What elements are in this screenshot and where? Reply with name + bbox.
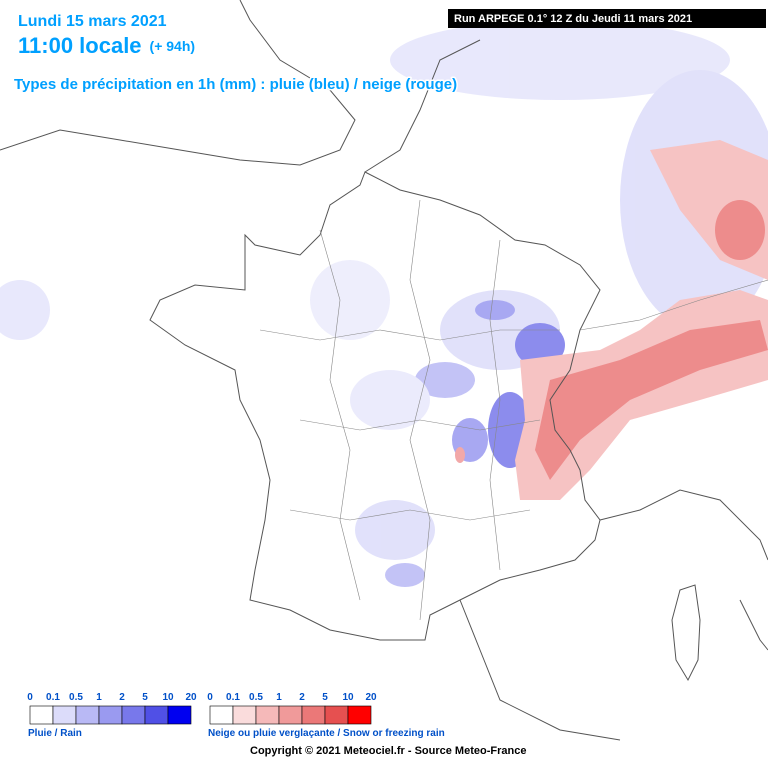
legend-tick: 0: [27, 692, 33, 703]
legend-swatch: [278, 705, 303, 725]
legend-swatch: [209, 705, 234, 725]
legend-swatch: [29, 705, 54, 725]
legend-swatch: [98, 705, 123, 725]
legend-tick: 20: [185, 692, 197, 703]
legend-tick: 2: [299, 692, 305, 703]
legend-tick: 20: [365, 692, 377, 703]
legend-tick: 1: [96, 692, 102, 703]
legend-swatch: [255, 705, 280, 725]
legend-swatch: [52, 705, 77, 725]
legend-tick: 2: [119, 692, 125, 703]
legend-tick: 10: [162, 692, 174, 703]
legend-swatch: [121, 705, 146, 725]
legend-tick: 5: [322, 692, 328, 703]
legend-tick: 1: [276, 692, 282, 703]
legend-tick: 10: [342, 692, 354, 703]
legend-swatch: [167, 705, 192, 725]
legend-swatch: [347, 705, 372, 725]
run-info: Run ARPEGE 0.1° 12 Z du Jeudi 11 mars 20…: [454, 13, 692, 25]
borders: [259, 199, 768, 621]
precipitation: [0, 20, 768, 587]
legend-title: Neige ou pluie verglaçante / Snow or fre…: [208, 728, 445, 739]
legend-tick: 0.5: [69, 692, 83, 703]
legend-swatch: [144, 705, 169, 725]
legend-tick: 0.1: [226, 692, 240, 703]
legend-swatch: [301, 705, 326, 725]
copyright: Copyright © 2021 Meteociel.fr - Source M…: [250, 745, 526, 757]
subtitle: Types de précipitation en 1h (mm) : plui…: [14, 76, 457, 93]
legend-swatch: [232, 705, 257, 725]
legend-tick: 0.5: [249, 692, 263, 703]
legend-tick: 5: [142, 692, 148, 703]
date: Lundi 15 mars 2021: [18, 13, 167, 30]
legend-title: Pluie / Rain: [28, 728, 82, 739]
time: 11:00 locale: [18, 33, 142, 58]
legend-tick: 0: [207, 692, 213, 703]
lead-time: (+ 94h): [150, 38, 196, 54]
legend-swatch: [324, 705, 349, 725]
legend-tick: 0.1: [46, 692, 60, 703]
run-box: [448, 9, 766, 28]
legend-swatch: [75, 705, 100, 725]
coastlines: [0, 0, 768, 741]
